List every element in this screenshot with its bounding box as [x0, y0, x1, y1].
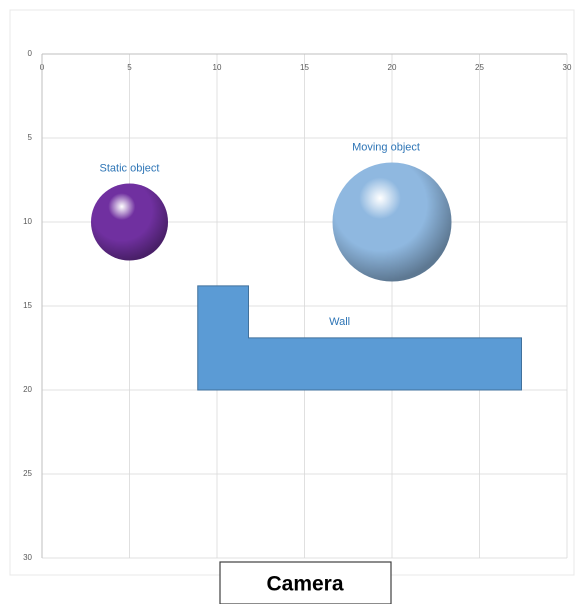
x-tick-label: 30 — [563, 63, 572, 72]
series-label: Static object — [100, 162, 160, 174]
bubble-shade — [91, 183, 168, 261]
series-label: Moving object — [352, 141, 420, 153]
y-tick-label: 15 — [23, 301, 32, 310]
y-tick-label: 0 — [28, 49, 33, 58]
bubble-shade — [332, 162, 452, 282]
y-tick-label: 30 — [23, 553, 32, 562]
x-tick-label: 25 — [475, 63, 484, 72]
chart-border — [9, 9, 575, 576]
x-tick-label: 5 — [127, 63, 132, 72]
x-tick-label: 20 — [388, 63, 397, 72]
x-tick-label: 10 — [213, 63, 222, 72]
y-tick-label: 25 — [23, 469, 32, 478]
x-tick-label: 15 — [300, 63, 309, 72]
y-tick-label: 10 — [23, 217, 32, 226]
y-tick-label: 20 — [23, 385, 32, 394]
wall — [197, 285, 522, 391]
y-tick-label: 5 — [28, 133, 33, 142]
series-label: Wall — [329, 316, 350, 328]
camera-box — [219, 561, 392, 604]
camera-label: Camera — [266, 573, 343, 596]
